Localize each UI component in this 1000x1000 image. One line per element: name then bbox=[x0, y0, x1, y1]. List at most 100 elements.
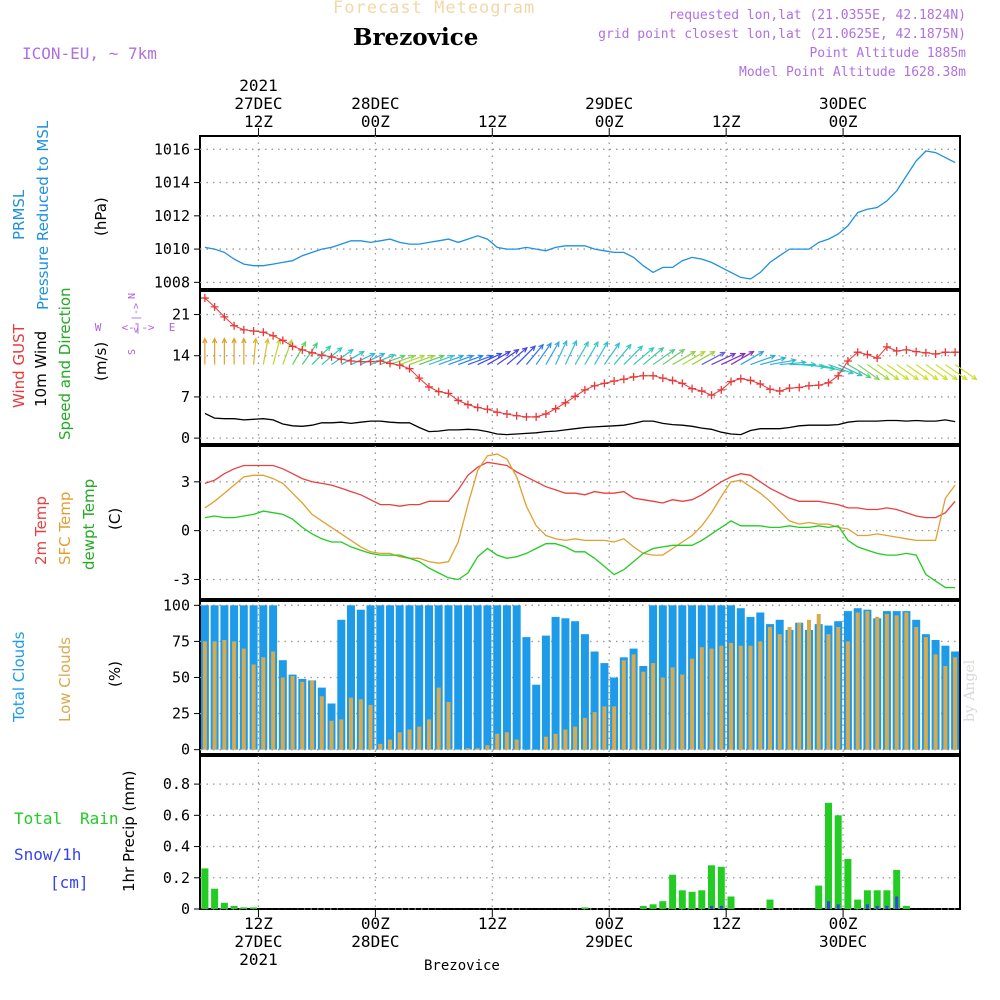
wind-vector bbox=[730, 351, 754, 366]
low-cloud-bar bbox=[436, 687, 441, 750]
gust-point bbox=[892, 347, 901, 356]
gust-point bbox=[444, 389, 453, 398]
low-cloud-bar bbox=[807, 619, 811, 750]
low-cloud-bar bbox=[719, 645, 724, 750]
wind-vector-head bbox=[202, 337, 208, 344]
wind-vector-head bbox=[961, 374, 968, 381]
grid-point-location: grid point closest lon,lat (21.0625E, 42… bbox=[598, 27, 966, 42]
gust-point bbox=[551, 404, 560, 413]
compass-e: E bbox=[169, 321, 176, 334]
wind-vector bbox=[448, 355, 474, 366]
gust-point bbox=[707, 391, 716, 400]
date-label-bottom: 27DEC bbox=[234, 932, 282, 951]
gust-point bbox=[610, 377, 619, 386]
wind-vector bbox=[662, 349, 685, 366]
wind-vector-head bbox=[603, 340, 609, 348]
snow-bar bbox=[885, 905, 889, 909]
wind-vector-head bbox=[554, 340, 560, 348]
wind-vector-head bbox=[562, 339, 568, 347]
wind-vector bbox=[691, 351, 715, 366]
low-cloud-bar bbox=[465, 748, 470, 750]
date-label-top: 27DEC bbox=[234, 94, 282, 113]
snow-unit: [cm] bbox=[50, 873, 89, 892]
y-tick-label: 3 bbox=[181, 473, 190, 491]
wind-vector bbox=[935, 364, 958, 380]
wind-vector-head bbox=[769, 354, 777, 360]
rain-bar bbox=[659, 901, 667, 909]
gust-point bbox=[941, 348, 950, 357]
total-cloud-bar bbox=[434, 605, 443, 750]
y-tick-label: 0.6 bbox=[163, 806, 190, 824]
wind-vector bbox=[818, 363, 844, 372]
rain-bar bbox=[240, 907, 248, 909]
low-cloud-bar bbox=[845, 641, 850, 750]
wind-vector-head bbox=[448, 354, 455, 360]
gust-point bbox=[931, 349, 940, 358]
wind-vector bbox=[331, 349, 354, 366]
snow-bar bbox=[719, 905, 723, 909]
y-tick-label: 25 bbox=[172, 705, 190, 723]
low-cloud-bar bbox=[271, 651, 276, 750]
low-cloud-bar bbox=[358, 699, 363, 750]
x-tick-label-top: 00Z bbox=[361, 112, 390, 131]
wind-vector bbox=[399, 355, 425, 366]
low-cloud-bar bbox=[641, 671, 646, 750]
gust-point bbox=[454, 396, 463, 405]
wind-vector-head bbox=[438, 354, 445, 360]
wind-vector-head bbox=[521, 346, 528, 353]
gust-point bbox=[853, 348, 862, 357]
temp-unit: (C) bbox=[106, 508, 124, 530]
gust-point bbox=[424, 382, 433, 391]
wind-vector bbox=[467, 355, 493, 366]
wind-vector bbox=[262, 338, 269, 365]
gust-point bbox=[327, 352, 336, 361]
wind-vector bbox=[282, 339, 293, 365]
wind-vector-head bbox=[496, 352, 503, 358]
snow-bar bbox=[895, 896, 899, 909]
gust-point bbox=[912, 347, 921, 356]
low-cloud-bar bbox=[875, 616, 880, 750]
low-cloud-bar bbox=[212, 641, 217, 750]
wind-vector-head bbox=[487, 354, 494, 360]
x-tick-label-top: 12Z bbox=[712, 112, 741, 131]
low-cloud-bar bbox=[514, 739, 519, 750]
total-cloud-bar bbox=[493, 605, 502, 750]
gust-point bbox=[269, 331, 278, 340]
y-tick-label: 1008 bbox=[154, 273, 190, 291]
gust-point bbox=[405, 364, 414, 373]
rain-label: Rain bbox=[80, 809, 119, 828]
wind-vector-head bbox=[883, 374, 890, 381]
date-label-top: 30DEC bbox=[819, 94, 867, 113]
gust-point bbox=[795, 383, 804, 392]
total-cloud-bar bbox=[600, 663, 609, 750]
wind-vector bbox=[487, 351, 511, 366]
x-tick-label-top: 12Z bbox=[244, 112, 273, 131]
rain-bar bbox=[250, 907, 258, 909]
wind-vector-head bbox=[873, 374, 881, 381]
wind-vector-head bbox=[730, 352, 737, 358]
gust-point bbox=[434, 387, 443, 396]
x-tick-label-bottom: 00Z bbox=[595, 914, 624, 933]
gust-point bbox=[512, 411, 521, 420]
low-cloud-bar bbox=[651, 663, 656, 750]
total-cloud-bar bbox=[541, 635, 550, 750]
wind-vector-head bbox=[264, 337, 270, 344]
gust-point bbox=[210, 302, 219, 311]
wind-vector-head bbox=[389, 353, 396, 359]
gust-point bbox=[785, 384, 794, 393]
wind-vector-head bbox=[856, 371, 864, 377]
gust-point bbox=[317, 351, 326, 360]
low-cloud-bar bbox=[543, 736, 548, 750]
wind-vector-head bbox=[546, 342, 552, 349]
low-cloud-bar bbox=[787, 627, 792, 750]
model-point-altitude: Model Point Altitude 1628.38m bbox=[739, 65, 966, 80]
total-cloud-bar bbox=[347, 605, 355, 750]
gust-point bbox=[376, 357, 385, 366]
total-cloud-bar bbox=[386, 605, 394, 750]
wind-vector bbox=[915, 364, 938, 380]
wind-vector bbox=[584, 341, 599, 365]
total-cloud-bar bbox=[415, 605, 424, 750]
gust-point bbox=[337, 355, 346, 364]
rain-bar bbox=[883, 890, 891, 909]
low-cloud-bar bbox=[504, 732, 509, 750]
